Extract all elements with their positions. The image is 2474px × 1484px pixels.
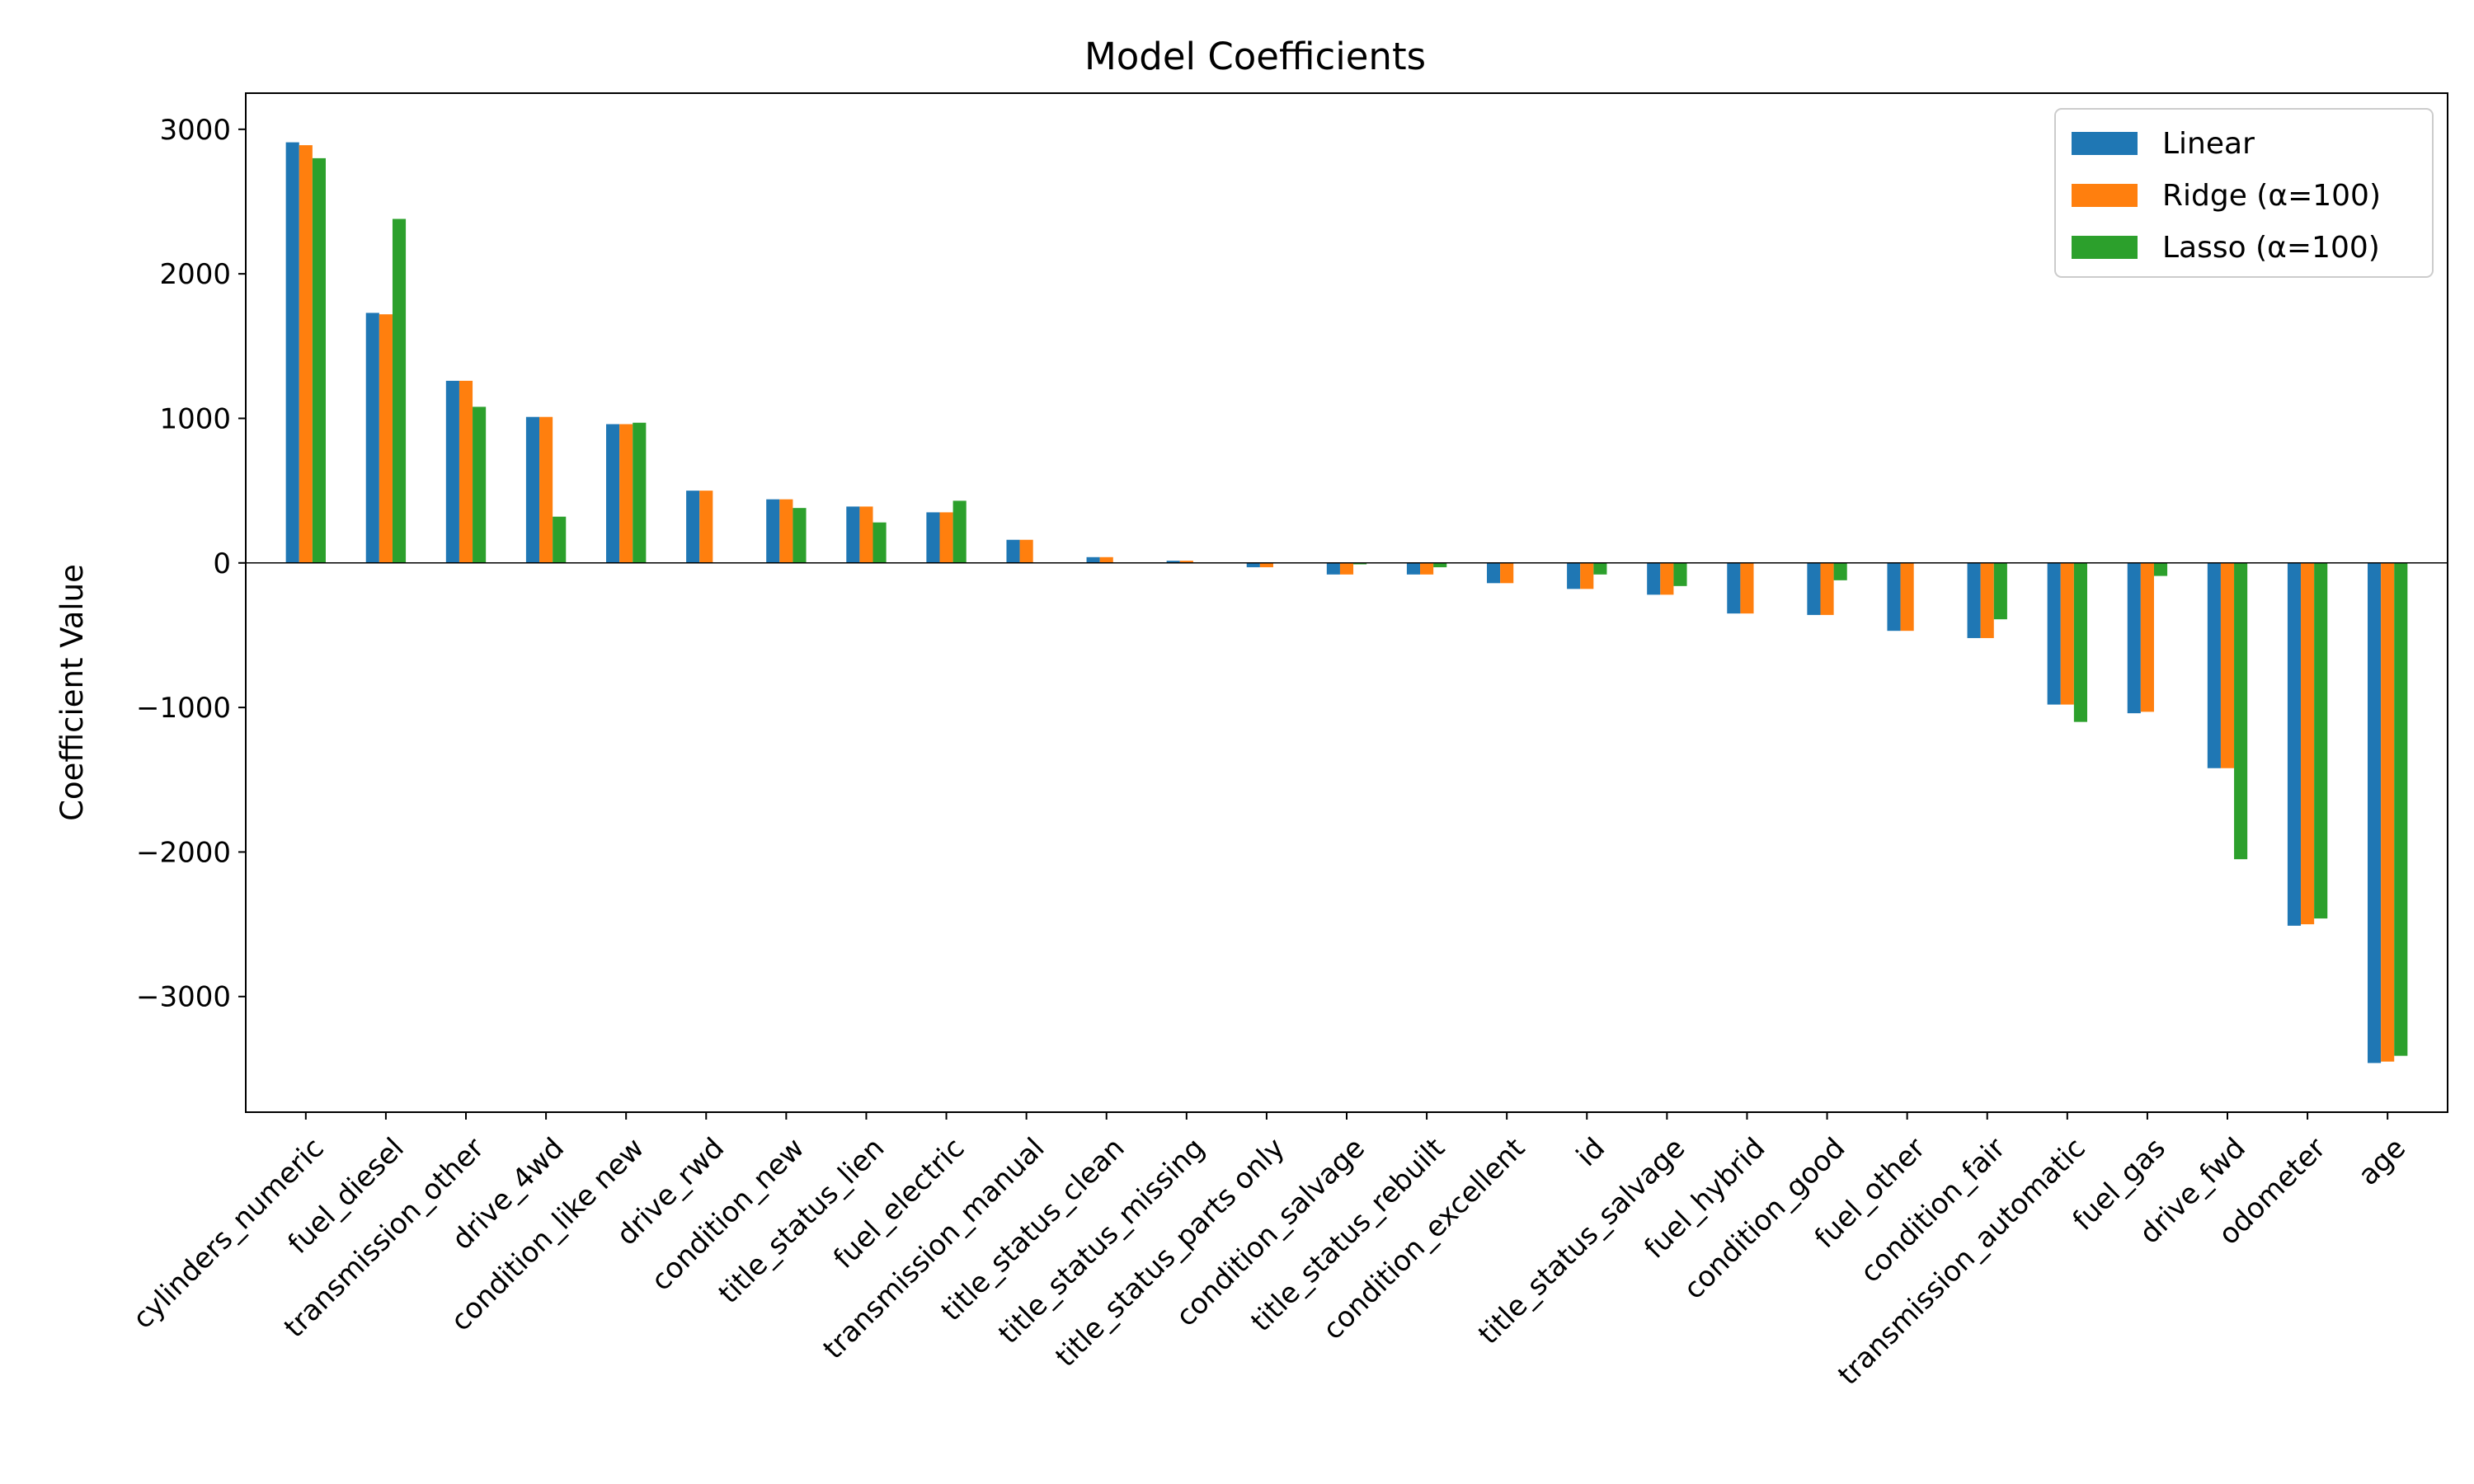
bar	[2127, 562, 2141, 714]
bar	[859, 506, 873, 563]
bar	[1339, 562, 1354, 575]
x-tick-label: condition_fair	[1854, 1132, 2011, 1289]
bar	[1900, 562, 1914, 632]
bar	[1727, 562, 1741, 614]
bar	[525, 416, 540, 563]
bar	[686, 491, 700, 563]
legend-swatch	[2072, 236, 2138, 259]
bar	[846, 506, 860, 563]
bar	[1326, 562, 1340, 575]
bar	[939, 512, 953, 563]
bar	[793, 508, 807, 563]
bar	[766, 499, 780, 563]
bar	[606, 424, 620, 563]
bar	[699, 491, 713, 563]
legend-box	[2054, 108, 2434, 278]
bar	[2287, 562, 2302, 926]
bar	[926, 512, 940, 563]
bar	[952, 500, 967, 563]
bar	[779, 499, 793, 563]
y-tick-label: 1000	[159, 402, 231, 435]
bar	[1099, 556, 1113, 563]
bar	[445, 380, 459, 563]
bars-layer	[285, 142, 2408, 1064]
bar	[1086, 556, 1100, 563]
bar	[1487, 562, 1501, 584]
bar	[473, 406, 487, 563]
legend-label: Lasso (α=100)	[2162, 231, 2380, 265]
y-tick-label: −3000	[136, 981, 231, 1014]
bar	[285, 142, 299, 563]
bar	[1166, 561, 1180, 563]
bar	[553, 516, 567, 563]
bar	[1593, 562, 1607, 575]
chart-title: Model Coefficients	[1084, 35, 1426, 78]
bar	[312, 157, 326, 563]
bar	[1833, 562, 1847, 580]
bar	[2207, 562, 2221, 768]
bar	[379, 314, 393, 563]
bar	[2301, 562, 2315, 925]
bar	[1820, 562, 1834, 615]
bar	[1179, 561, 1193, 563]
bar	[1993, 562, 2007, 620]
bar	[1433, 562, 1447, 568]
y-tick-label: 2000	[159, 258, 231, 291]
bar	[1353, 562, 1367, 565]
y-tick-label: 0	[213, 547, 231, 580]
bar	[1887, 562, 1901, 632]
bar	[1006, 539, 1020, 563]
bar	[1019, 539, 1033, 563]
x-tick-label: id	[1570, 1132, 1611, 1173]
bar	[2220, 562, 2235, 768]
bar	[2394, 562, 2408, 1056]
x-tick-label: age	[2352, 1132, 2412, 1192]
bar	[619, 424, 633, 563]
legend-swatch	[2072, 132, 2138, 155]
bar	[1807, 562, 1821, 615]
bar	[1660, 562, 1674, 595]
bar	[392, 218, 407, 563]
legend-label: Ridge (α=100)	[2162, 179, 2381, 213]
y-tick-label: 3000	[159, 114, 231, 147]
bar	[1259, 562, 1273, 568]
bar	[299, 145, 313, 563]
bar	[1980, 562, 1994, 638]
bar	[2060, 562, 2074, 705]
bar	[1500, 562, 1514, 584]
legend: Linear Ridge (α=100) Lasso (α=100)	[2054, 108, 2434, 278]
bar	[539, 416, 553, 563]
bar	[2381, 562, 2395, 1062]
bar	[1967, 562, 1981, 638]
y-axis-label: Coefficient Value	[54, 564, 90, 821]
y-axis: −3000 −2000 −1000 0 1000 2000 3000	[136, 114, 246, 1014]
bar	[1567, 562, 1581, 589]
bar	[1420, 562, 1434, 575]
bar	[2073, 562, 2087, 722]
bar	[1406, 562, 1421, 575]
bar	[1673, 562, 1687, 586]
legend-label: Linear	[2162, 127, 2255, 161]
bar	[2047, 562, 2061, 705]
bar	[2234, 562, 2248, 860]
bar	[2314, 562, 2328, 919]
x-axis: cylinders_numericfuel_dieseltransmission…	[126, 1112, 2412, 1392]
bar	[1580, 562, 1594, 589]
bar	[1647, 562, 1661, 595]
bar	[2153, 562, 2168, 576]
bar	[872, 522, 887, 563]
bar	[1740, 562, 1754, 614]
y-tick-label: −2000	[136, 836, 231, 869]
bar	[1246, 562, 1260, 568]
bar	[2368, 562, 2382, 1064]
bar	[365, 312, 379, 563]
bar	[633, 422, 647, 563]
bar	[459, 380, 473, 563]
bar	[2140, 562, 2154, 712]
legend-swatch	[2072, 184, 2138, 207]
y-tick-label: −1000	[136, 692, 231, 725]
